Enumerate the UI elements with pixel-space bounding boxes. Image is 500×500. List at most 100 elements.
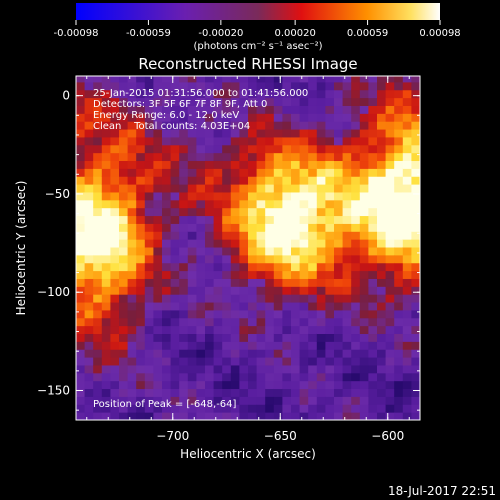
heatmap-cell [179,372,189,382]
heatmap-cell [282,380,292,390]
heatmap-cell [205,396,215,405]
heatmap-cell [308,357,318,366]
heatmap-cell [308,302,318,311]
heatmap-cell [205,357,215,366]
heatmap-cell [110,160,120,169]
heatmap-cell [93,231,103,240]
heatmap-cell [316,325,326,335]
heatmap-cell [196,76,206,83]
heatmap-cell [127,129,137,138]
heatmap-cell [359,152,369,162]
heatmap-cell [239,364,249,374]
heatmap-cell [334,81,344,91]
heatmap-cell [162,97,172,106]
heatmap-cell [411,404,420,413]
heatmap-cell [144,231,154,240]
colorbar: -0.00098 -0.00059 -0.00020 0.00020 0.00059 0.… [54,3,461,52]
heatmap-cell [248,364,258,374]
heatmap-cell [299,144,309,154]
heatmap-cell [213,317,223,327]
heatmap-cell [273,81,283,91]
heatmap-cell [144,380,154,390]
heatmap-cell [93,176,103,185]
heatmap-cell [248,121,258,130]
heatmap-cell [394,81,404,91]
heatmap-cell [76,270,86,279]
heatmap-cell [179,357,189,366]
heatmap-cell [342,364,352,374]
heatmap-cell [299,404,309,413]
heatmap-cell [127,231,137,240]
heatmap-cell [144,254,154,264]
heatmap-cell [196,325,206,335]
heatmap-cell [84,136,94,146]
heatmap-cell [110,278,120,287]
heatmap-cell [291,357,301,366]
heatmap-cell [325,302,335,311]
heatmap-cell [377,160,387,169]
heatmap-cell [299,270,309,279]
heatmap-cell [248,396,258,405]
heatmap-cell [291,113,301,122]
heatmap-cell [76,81,86,91]
heatmap-cell [359,176,369,185]
heatmap-cell [187,152,197,162]
heatmap-cell [265,262,275,272]
heatmap-cell [84,372,94,382]
heatmap-cell [385,341,395,350]
heatmap-cell [213,247,223,256]
heatmap-cell [239,191,249,201]
heatmap-cell [394,333,404,342]
heatmap-cell [273,325,283,335]
heatmap-cell [239,105,249,114]
heatmap-cell [110,262,120,272]
heatmap-cell [282,136,292,146]
heatmap-cell [411,105,420,114]
heatmap-cell [359,364,369,374]
heatmap-cell [359,341,369,350]
heatmap-cell [394,76,404,83]
heatmap-cell [351,270,361,279]
heatmap-cell [162,223,172,232]
heatmap-cell [187,215,197,224]
heatmap-cell [205,286,215,295]
heatmap-cell [76,286,86,295]
heatmap-cell [334,144,344,154]
heatmap-cell [162,81,172,91]
heatmap-cell [282,76,292,83]
heatmap-cell [196,207,206,217]
heatmap-cell [265,168,275,177]
heatmap-cell [162,152,172,162]
heatmap-cell [248,89,258,99]
heatmap-cell [377,278,387,287]
heatmap-cell [299,349,309,358]
heatmap-cell [110,302,120,311]
heatmap-cell [127,254,137,264]
heatmap-cell [196,278,206,287]
y-axis-label: Heliocentric Y (arcsec) [14,181,28,316]
heatmap-cell [299,262,309,272]
heatmap-cell [162,191,172,201]
footer-date: 18-Jul-2017 22:51 [388,484,496,498]
heatmap-cell [377,176,387,185]
heatmap-cell [196,286,206,295]
heatmap-cell [170,278,180,287]
heatmap-cell [187,160,197,169]
heatmap-cell [273,97,283,106]
heatmap-cell [377,286,387,295]
heatmap-cell [256,223,266,232]
heatmap-cell [325,247,335,256]
heatmap-cell [256,349,266,358]
heatmap-cell [110,231,120,240]
heatmap-cell [119,121,129,130]
heatmap-cell [377,357,387,366]
heatmap-cell [136,270,146,279]
heatmap-cell [230,404,240,413]
heatmap-cell [179,404,189,413]
heatmap-cell [136,160,146,169]
heatmap-cell [230,349,240,358]
heatmap-cell [153,152,163,162]
heatmap-cell [93,121,103,130]
heatmap-cell [205,129,215,138]
heatmap-cell [213,231,223,240]
